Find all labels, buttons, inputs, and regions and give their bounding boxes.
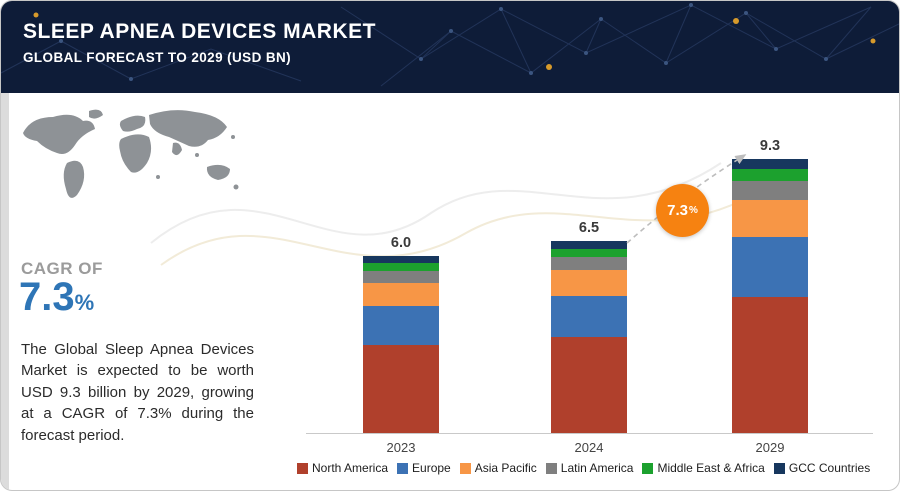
world-map-graphic <box>23 109 239 198</box>
segment-asia-pacific <box>732 199 808 237</box>
x-axis-label: 2024 <box>574 440 604 455</box>
legend-item: Asia Pacific <box>459 461 537 475</box>
legend-item: Middle East & Africa <box>642 461 765 475</box>
cagr-value: 7.3% <box>19 277 94 317</box>
x-axis-label: 2023 <box>386 440 416 455</box>
legend-label: North America <box>312 461 389 475</box>
bar-2023: 6.0 <box>363 235 439 433</box>
legend-swatch <box>545 462 557 474</box>
page-subtitle: GLOBAL FORECAST TO 2029 (USD BN) <box>23 50 292 65</box>
segment-europe <box>551 295 627 338</box>
header-banner: SLEEP APNEA DEVICES MARKET GLOBAL FORECA… <box>1 1 899 93</box>
segment-north-america <box>363 344 439 433</box>
segment-asia-pacific <box>363 282 439 307</box>
segment-latin-america <box>732 180 808 200</box>
segment-europe <box>732 236 808 298</box>
growth-badge-value: 7.3 <box>667 202 688 219</box>
cagr-percent-sign: % <box>74 290 95 315</box>
market-description: The Global Sleep Apnea Devices Market is… <box>21 341 254 444</box>
bar-total-label: 6.0 <box>390 235 412 251</box>
segment-gcc-countries <box>363 256 439 264</box>
bar-total-label: 6.5 <box>578 220 600 237</box>
segment-middle-east-africa <box>363 263 439 271</box>
legend: North America Europe Asia Pacific Latin Ame… <box>297 461 870 475</box>
bar-total-label: 9.3 <box>759 137 781 154</box>
segment-asia-pacific <box>551 269 627 296</box>
page-title: SLEEP APNEA DEVICES MARKET <box>23 20 376 43</box>
sidebar: CAGR OF 7.3% The Global Sleep Apnea Devi… <box>9 93 261 490</box>
legend-item: North America <box>297 461 388 475</box>
segment-north-america <box>732 297 808 433</box>
cagr-label: CAGR OF <box>21 259 103 278</box>
segment-europe <box>363 306 439 345</box>
legend-label: Europe <box>412 461 451 475</box>
legend-label: Latin America <box>560 461 634 475</box>
legend-label: Asia Pacific <box>474 461 537 475</box>
x-axis-labels: 2023 2024 2029 <box>261 440 899 456</box>
legend-swatch <box>397 462 409 474</box>
left-edge-strip <box>1 93 9 490</box>
legend-swatch <box>459 462 471 474</box>
network-pattern-graphic <box>1 3 899 87</box>
legend-label: GCC Countries <box>788 461 871 475</box>
segment-latin-america <box>363 270 439 283</box>
legend-label: Middle East & Africa <box>657 461 765 475</box>
chart: 6.0 6.5 9.3 7.3% 2023 2024 2029 North Americ… <box>261 93 899 490</box>
segment-middle-east-africa <box>551 248 627 257</box>
segment-middle-east-africa <box>732 169 808 181</box>
legend-swatch <box>297 462 308 474</box>
legend-item: Latin America <box>545 461 634 475</box>
x-axis-line <box>306 433 873 434</box>
legend-swatch <box>773 462 785 474</box>
bar-2024: 6.5 <box>551 220 627 433</box>
segment-latin-america <box>551 256 627 270</box>
legend-swatch <box>642 462 654 474</box>
plot-area: 6.0 6.5 9.3 <box>261 93 899 433</box>
legend-item: Europe <box>397 461 451 475</box>
x-axis-label: 2029 <box>755 440 785 455</box>
segment-gcc-countries <box>732 158 808 169</box>
segment-gcc-countries <box>551 241 627 249</box>
cagr-number: 7.3 <box>19 275 75 319</box>
legend-item: GCC Countries <box>773 461 871 475</box>
segment-north-america <box>551 337 627 433</box>
growth-badge-percent: % <box>688 205 698 216</box>
growth-badge: 7.3% <box>656 184 709 237</box>
bar-2029: 9.3 <box>732 138 808 433</box>
